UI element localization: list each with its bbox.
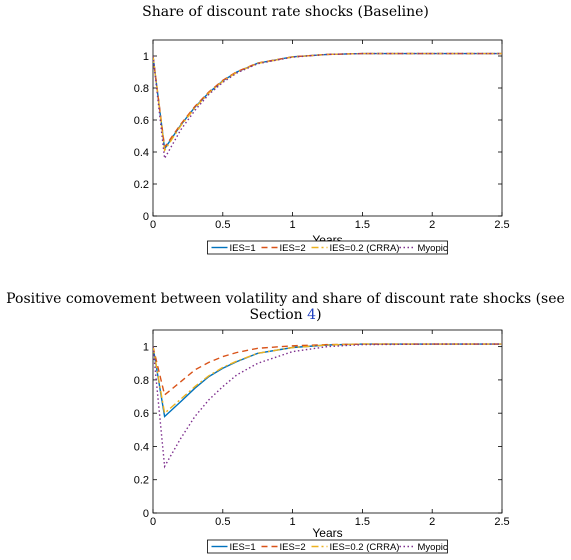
plot-area bbox=[152, 39, 503, 217]
x-tick-label: 2.5 bbox=[494, 516, 509, 528]
y-tick-label: 0.2 bbox=[134, 475, 149, 487]
legend: IES=1 IES=2 IES=0.2 (CRRA) Myopic bbox=[207, 240, 448, 255]
legend-label: Myopic bbox=[418, 243, 448, 254]
section-link[interactable]: 4 bbox=[307, 307, 317, 323]
series-group bbox=[153, 52, 502, 161]
series-group bbox=[153, 343, 502, 469]
chart-2-title-text: Positive comovement between volatility a… bbox=[6, 291, 565, 323]
series-line-myopic bbox=[153, 343, 502, 469]
y-tick-label: 0 bbox=[143, 211, 149, 223]
y-tick-label: 0.8 bbox=[134, 375, 149, 387]
x-axis-label: Years bbox=[312, 526, 342, 540]
y-tick-label: 0.6 bbox=[134, 115, 149, 127]
x-tick-label: 1 bbox=[290, 219, 296, 231]
series-line-myopic bbox=[153, 52, 502, 161]
y-tick-label: 0.4 bbox=[134, 147, 149, 159]
y-tick-label: 0 bbox=[143, 508, 149, 520]
legend-label: IES=0.2 (CRRA) bbox=[330, 243, 400, 254]
plot-area bbox=[152, 329, 503, 514]
x-tick-label: 0.5 bbox=[215, 219, 230, 231]
chart-2-title: Positive comovement between volatility a… bbox=[0, 291, 571, 323]
chart-1-title: Share of discount rate shocks (Baseline) bbox=[142, 4, 429, 20]
y-tick-label: 1 bbox=[143, 51, 149, 63]
legend-label: IES=2 bbox=[280, 243, 306, 254]
legend-label: Myopic bbox=[418, 542, 448, 553]
y-tick-label: 0.4 bbox=[134, 441, 149, 453]
x-tick-label: 2 bbox=[429, 516, 435, 528]
x-tick-label: 1.5 bbox=[355, 516, 370, 528]
legend-label: IES=2 bbox=[280, 542, 306, 553]
x-tick-label: 0 bbox=[150, 219, 156, 231]
legend-label: IES=1 bbox=[230, 243, 256, 254]
legend-label: IES=0.2 (CRRA) bbox=[330, 542, 400, 553]
y-tick-label: 0.8 bbox=[134, 83, 149, 95]
y-tick-label: 1 bbox=[143, 342, 149, 354]
legend: IES=1 IES=2 IES=0.2 (CRRA) Myopic bbox=[207, 539, 448, 554]
legend-label: IES=1 bbox=[230, 542, 256, 553]
chart-2-title-close: ) bbox=[316, 307, 322, 323]
x-tick-label: 0.5 bbox=[215, 516, 230, 528]
x-tick-label: 2.5 bbox=[494, 219, 509, 231]
x-tick-label: 2 bbox=[429, 219, 435, 231]
y-tick-label: 0.2 bbox=[134, 179, 149, 191]
y-tick-label: 0.6 bbox=[134, 408, 149, 420]
x-tick-label: 1.5 bbox=[355, 219, 370, 231]
x-tick-label: 0 bbox=[150, 516, 156, 528]
x-tick-label: 1 bbox=[290, 516, 296, 528]
